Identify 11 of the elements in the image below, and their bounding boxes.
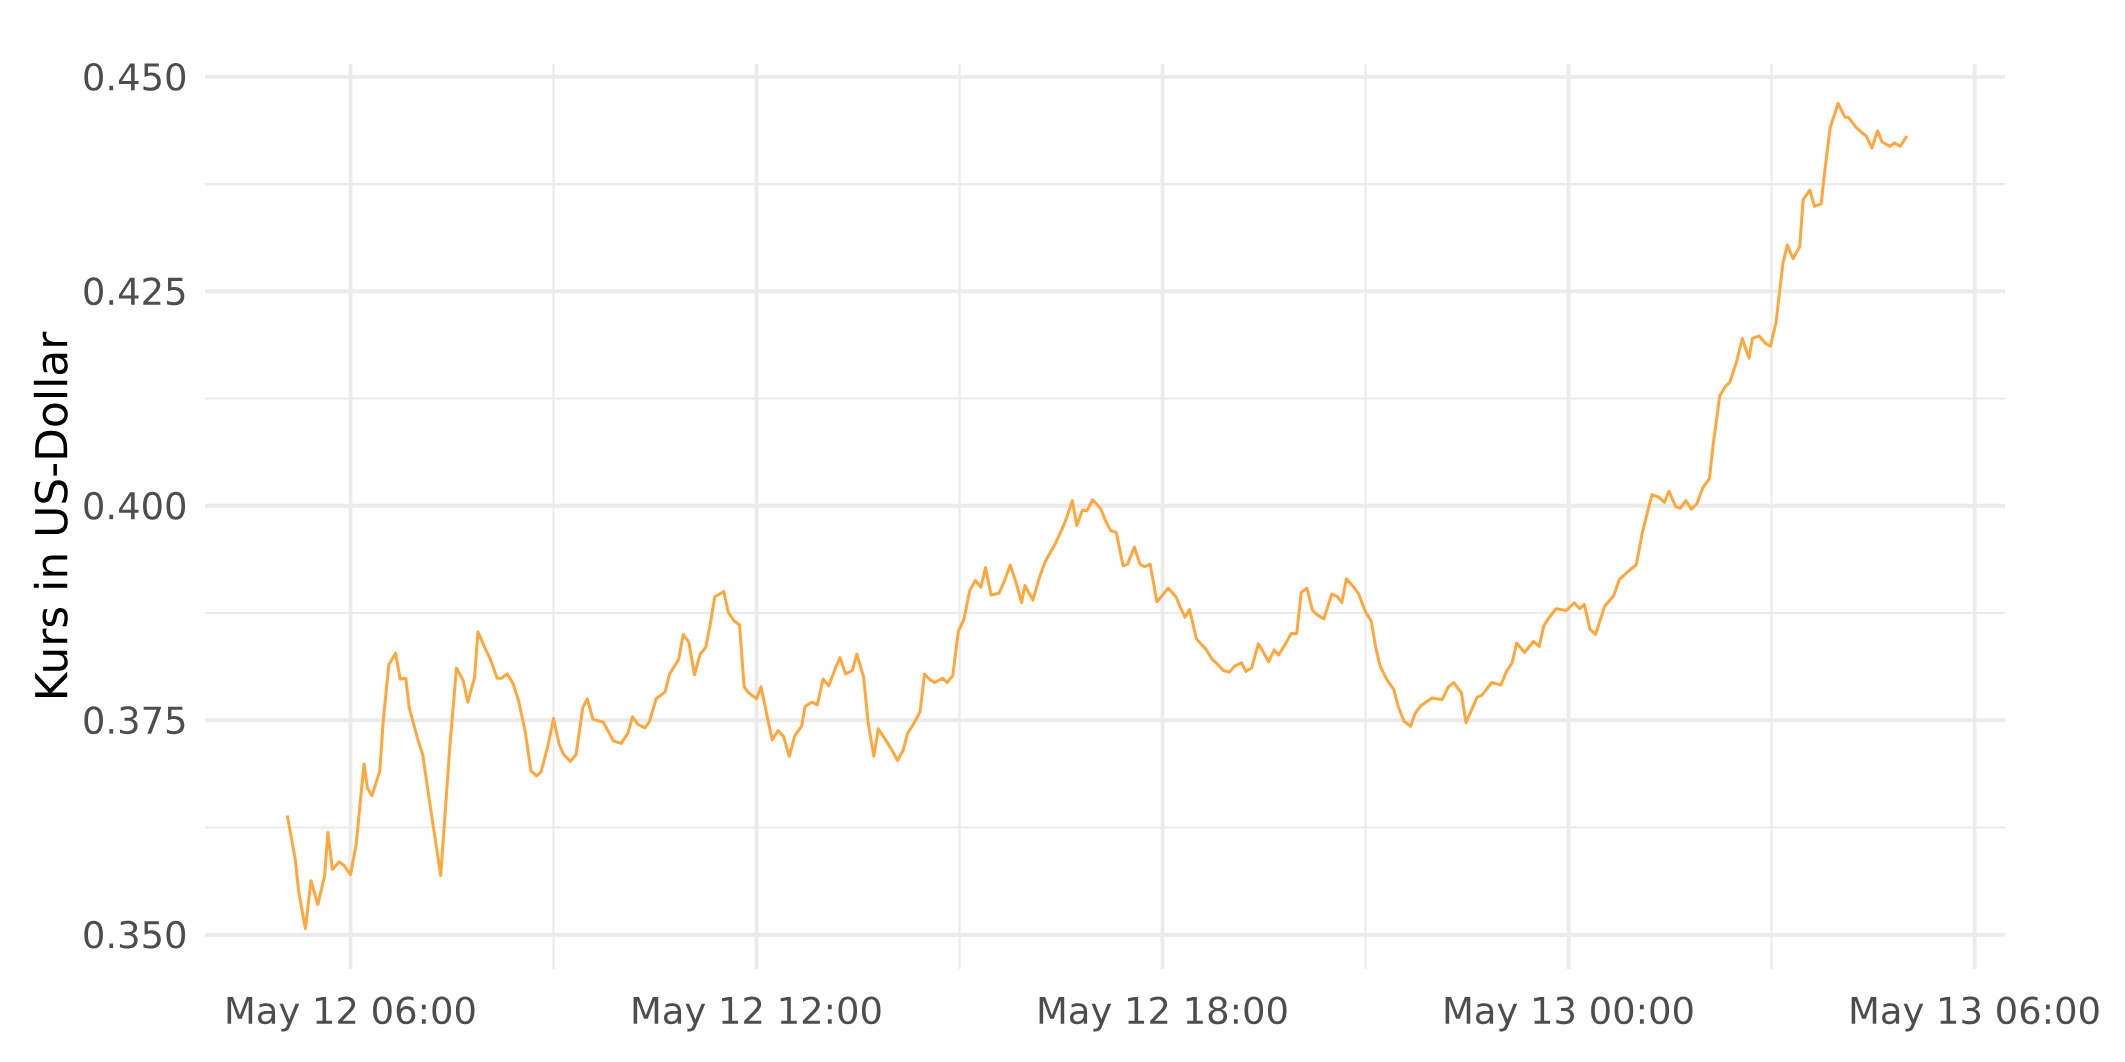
y-tick-label: 0.375 <box>84 706 185 735</box>
y-tick-label: 0.450 <box>84 62 186 91</box>
y-tick-label: 0.425 <box>84 277 185 306</box>
y-tick-label: 0.350 <box>84 920 186 949</box>
x-tick-label: May 13 00:00 <box>1445 996 1693 1032</box>
x-tick-label: May 13 06:00 <box>1851 996 2099 1032</box>
x-tick-label: May 12 06:00 <box>227 996 475 1032</box>
y-axis-title: Kurs in US-Dollar <box>33 331 68 697</box>
y-tick-label: 0.400 <box>84 491 186 520</box>
x-tick-label: May 12 18:00 <box>1039 996 1287 1032</box>
x-tick-label: May 12 12:00 <box>633 996 881 1032</box>
